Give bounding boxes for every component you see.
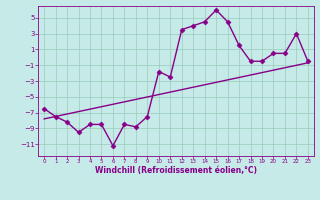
X-axis label: Windchill (Refroidissement éolien,°C): Windchill (Refroidissement éolien,°C) <box>95 166 257 175</box>
